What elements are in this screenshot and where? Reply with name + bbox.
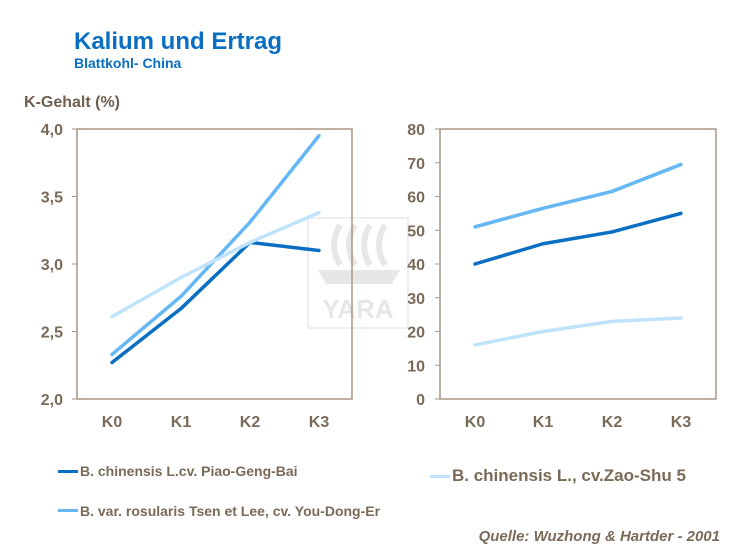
data-point xyxy=(679,211,683,216)
data-point xyxy=(248,220,252,224)
data-point xyxy=(541,329,545,334)
y-tick-label: 10 xyxy=(407,358,425,375)
y-tick-label: 3,5 xyxy=(41,190,63,207)
x-tick-label: K1 xyxy=(533,414,554,431)
data-point xyxy=(610,189,614,194)
svg-text:YARA: YARA xyxy=(322,294,394,324)
y-tick-label: 70 xyxy=(407,156,425,173)
legend-item-zao-shu-5: B. chinensis L., cv.Zao-Shu 5 xyxy=(430,466,686,486)
series-line-3 xyxy=(111,211,320,319)
x-tick-label: K0 xyxy=(465,414,486,431)
x-tick-label: K3 xyxy=(671,414,692,431)
data-point xyxy=(610,230,614,234)
slide-subtitle: Blattkohl- China xyxy=(74,55,182,71)
source-note: Quelle: Wuzhong & Hartder - 2001 xyxy=(478,528,720,545)
data-point xyxy=(317,211,321,215)
chart-1: 2,0 2,5 3,0 3,5 4,0 K0 K1 K2 K3 xyxy=(41,122,353,431)
legend-item-piao-geng-bai: B. chinensis L.cv. Piao-Geng-Bai xyxy=(58,463,298,479)
legend-label: B. chinensis L., cv.Zao-Shu 5 xyxy=(452,466,686,485)
series-line-1 xyxy=(474,211,682,266)
y-tick-label: 40 xyxy=(407,257,425,274)
x-tick-label: K0 xyxy=(102,414,123,431)
data-point xyxy=(473,343,477,347)
y-tick-label: 20 xyxy=(407,325,425,342)
x-tick-label: K2 xyxy=(240,414,261,431)
data-point xyxy=(610,319,614,324)
data-point xyxy=(179,306,183,311)
data-point xyxy=(317,248,321,253)
data-point xyxy=(110,360,114,365)
data-point xyxy=(473,262,477,266)
series-line-1 xyxy=(110,240,320,364)
legend-swatch xyxy=(58,470,78,473)
series-line-2 xyxy=(474,162,682,229)
data-point xyxy=(110,314,114,319)
yara-logo-watermark: YARA xyxy=(307,217,409,329)
data-point xyxy=(110,352,114,357)
y-axis-label: K-Gehalt (%) xyxy=(24,94,120,111)
y-tick-label: 80 xyxy=(407,122,425,139)
y-tick-label: 0 xyxy=(416,392,425,409)
legend-swatch xyxy=(58,509,78,512)
y-tick-label: 50 xyxy=(407,223,425,240)
y-tick-label: 2,0 xyxy=(41,392,63,409)
legend-label: B. chinensis L.cv. Piao-Geng-Bai xyxy=(80,463,298,479)
plot-frame xyxy=(439,128,717,400)
data-point xyxy=(317,134,321,138)
y-tick-label: 60 xyxy=(407,190,425,207)
x-tick-label: K2 xyxy=(602,414,623,431)
data-point xyxy=(248,240,252,245)
slide-title: Kalium und Ertrag xyxy=(74,28,283,55)
y-tick-label: 30 xyxy=(407,291,425,308)
x-tick-label: K1 xyxy=(171,414,192,431)
y-tick-label: 4,0 xyxy=(41,122,63,139)
data-point xyxy=(679,316,683,320)
chart-2: 0 10 20 30 40 50 60 70 80 K0 K1 K2 K3 xyxy=(407,122,717,431)
legend-item-you-dong-er: B. var. rosularis Tsen et Lee, cv. You-D… xyxy=(58,502,388,520)
data-point xyxy=(179,294,183,299)
data-point xyxy=(541,206,545,211)
x-tick-label: K3 xyxy=(309,414,330,431)
data-point xyxy=(179,275,183,280)
data-point xyxy=(679,162,683,167)
legend-label: B. var. rosularis Tsen et Lee, cv. You-D… xyxy=(80,503,381,519)
data-point xyxy=(473,225,477,229)
y-tick-label: 2,5 xyxy=(41,325,63,342)
data-point xyxy=(541,242,545,246)
legend-swatch xyxy=(430,475,450,478)
y-tick-label: 3,0 xyxy=(41,257,63,274)
series-line-3 xyxy=(474,316,682,347)
